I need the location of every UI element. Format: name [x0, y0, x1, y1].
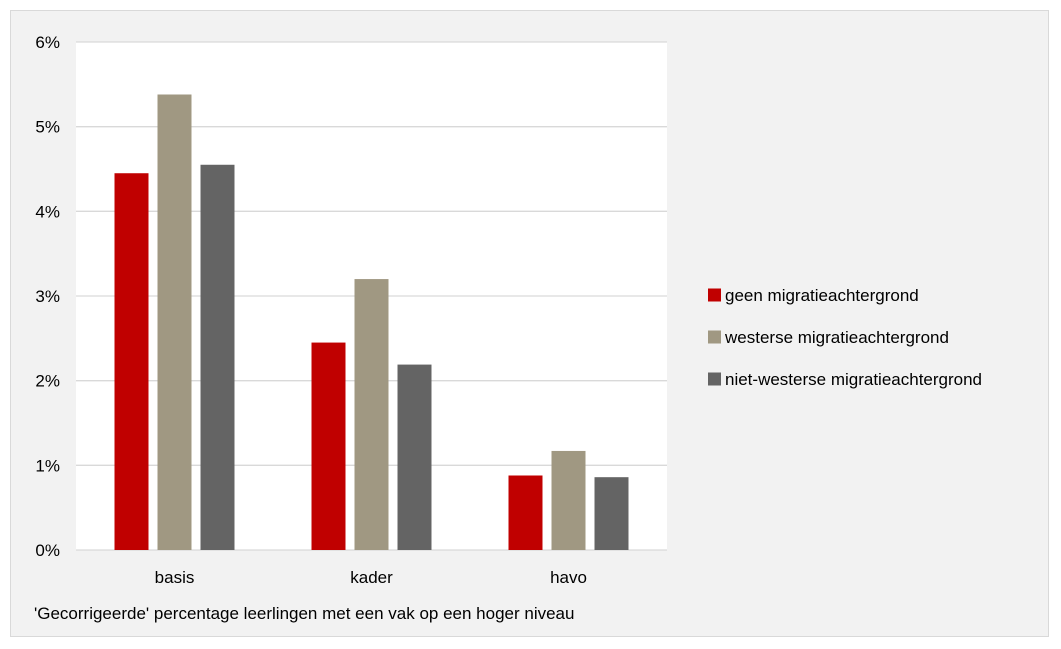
y-tick-label: 5% [35, 118, 60, 137]
bar-basis-series-1 [114, 173, 149, 550]
legend: geen migratieachtergrond westerse migrati… [708, 286, 982, 389]
y-tick-label: 3% [35, 287, 60, 306]
bar-havo-series-2 [551, 450, 586, 550]
x-tick-label: kader [350, 568, 393, 587]
legend-swatch [708, 372, 721, 386]
bar-basis-series-2 [157, 94, 192, 550]
x-tick-label: basis [155, 568, 195, 587]
bar-kader-series-3 [397, 364, 432, 550]
legend-swatch [708, 330, 721, 344]
bar-kader-series-2 [354, 279, 389, 550]
y-tick-label: 4% [35, 202, 60, 221]
x-tick-label: havo [550, 568, 587, 587]
y-tick-label: 1% [35, 456, 60, 475]
y-tick-label: 2% [35, 372, 60, 391]
x-axis-caption: 'Gecorrigeerde' percentage leerlingen me… [34, 604, 574, 623]
bar-havo-series-1 [508, 475, 543, 550]
legend-label: geen migratieachtergrond [725, 286, 919, 305]
bars [114, 94, 629, 550]
bar-havo-series-3 [594, 477, 629, 550]
bar-kader-series-1 [311, 342, 346, 550]
y-tick-label: 6% [35, 33, 60, 52]
y-axis-ticks: 0% 1% 2% 3% 4% 5% 6% [35, 33, 60, 560]
legend-swatch [708, 288, 721, 302]
x-axis-ticks: basis kader havo [155, 568, 587, 587]
y-tick-label: 0% [35, 541, 60, 560]
legend-label: niet-westerse migratieachtergrond [725, 370, 982, 389]
legend-label: westerse migratieachtergrond [724, 328, 949, 347]
bar-basis-series-3 [200, 164, 235, 550]
